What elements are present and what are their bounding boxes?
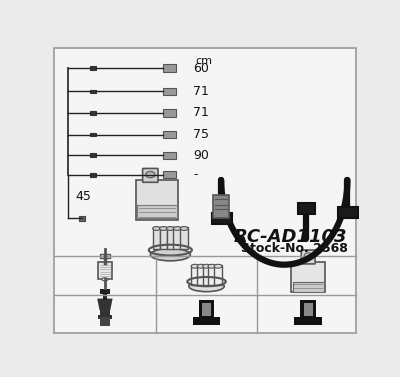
Polygon shape <box>97 299 113 310</box>
Ellipse shape <box>150 248 190 261</box>
Ellipse shape <box>214 264 222 268</box>
Ellipse shape <box>153 227 160 230</box>
FancyBboxPatch shape <box>214 195 229 218</box>
FancyBboxPatch shape <box>163 131 176 138</box>
FancyBboxPatch shape <box>98 315 112 319</box>
FancyBboxPatch shape <box>304 303 313 316</box>
Ellipse shape <box>160 227 167 230</box>
Text: 71: 71 <box>194 106 209 120</box>
FancyBboxPatch shape <box>191 265 199 285</box>
FancyBboxPatch shape <box>203 265 210 285</box>
Text: -: - <box>194 168 198 181</box>
FancyBboxPatch shape <box>90 153 96 157</box>
Ellipse shape <box>166 227 174 230</box>
Ellipse shape <box>102 278 108 281</box>
FancyBboxPatch shape <box>163 64 176 72</box>
FancyBboxPatch shape <box>90 133 96 136</box>
FancyBboxPatch shape <box>100 310 110 316</box>
FancyBboxPatch shape <box>180 227 188 248</box>
FancyBboxPatch shape <box>298 203 315 214</box>
Ellipse shape <box>174 227 181 230</box>
FancyBboxPatch shape <box>163 171 176 178</box>
FancyBboxPatch shape <box>100 317 110 326</box>
FancyBboxPatch shape <box>90 66 96 70</box>
FancyBboxPatch shape <box>163 109 176 117</box>
Text: 71: 71 <box>194 85 209 98</box>
Ellipse shape <box>197 264 205 268</box>
FancyBboxPatch shape <box>137 205 176 219</box>
Text: 45: 45 <box>76 190 92 203</box>
Ellipse shape <box>180 227 188 230</box>
Ellipse shape <box>191 264 199 268</box>
Ellipse shape <box>208 264 216 268</box>
FancyBboxPatch shape <box>143 169 158 182</box>
Ellipse shape <box>189 281 224 292</box>
FancyBboxPatch shape <box>100 289 110 294</box>
FancyBboxPatch shape <box>214 265 222 285</box>
FancyBboxPatch shape <box>338 207 358 218</box>
Text: 90: 90 <box>194 149 209 162</box>
FancyBboxPatch shape <box>301 250 315 264</box>
Ellipse shape <box>304 253 312 258</box>
Text: 75: 75 <box>194 128 210 141</box>
FancyBboxPatch shape <box>54 48 356 333</box>
FancyBboxPatch shape <box>208 265 216 285</box>
FancyBboxPatch shape <box>98 262 112 279</box>
FancyBboxPatch shape <box>291 262 325 293</box>
FancyBboxPatch shape <box>163 87 176 95</box>
Text: cm: cm <box>196 56 213 66</box>
FancyBboxPatch shape <box>163 152 176 159</box>
FancyBboxPatch shape <box>90 173 96 176</box>
FancyBboxPatch shape <box>166 227 174 248</box>
FancyBboxPatch shape <box>197 265 205 285</box>
FancyBboxPatch shape <box>79 216 85 221</box>
FancyBboxPatch shape <box>202 303 211 316</box>
Ellipse shape <box>146 172 155 178</box>
FancyBboxPatch shape <box>90 111 96 115</box>
FancyBboxPatch shape <box>136 180 178 220</box>
FancyBboxPatch shape <box>153 227 160 248</box>
FancyBboxPatch shape <box>90 89 96 93</box>
FancyBboxPatch shape <box>193 317 220 325</box>
FancyBboxPatch shape <box>300 300 316 319</box>
Text: RC-AD1103: RC-AD1103 <box>234 228 348 247</box>
FancyBboxPatch shape <box>100 254 110 258</box>
FancyBboxPatch shape <box>293 282 324 293</box>
Text: Stock-No. 2568: Stock-No. 2568 <box>240 242 348 255</box>
Ellipse shape <box>203 264 210 268</box>
FancyBboxPatch shape <box>294 317 322 325</box>
FancyBboxPatch shape <box>102 293 107 300</box>
FancyBboxPatch shape <box>199 300 214 319</box>
FancyBboxPatch shape <box>212 213 232 224</box>
FancyBboxPatch shape <box>160 227 167 248</box>
Text: 60: 60 <box>194 62 209 75</box>
FancyBboxPatch shape <box>174 227 181 248</box>
